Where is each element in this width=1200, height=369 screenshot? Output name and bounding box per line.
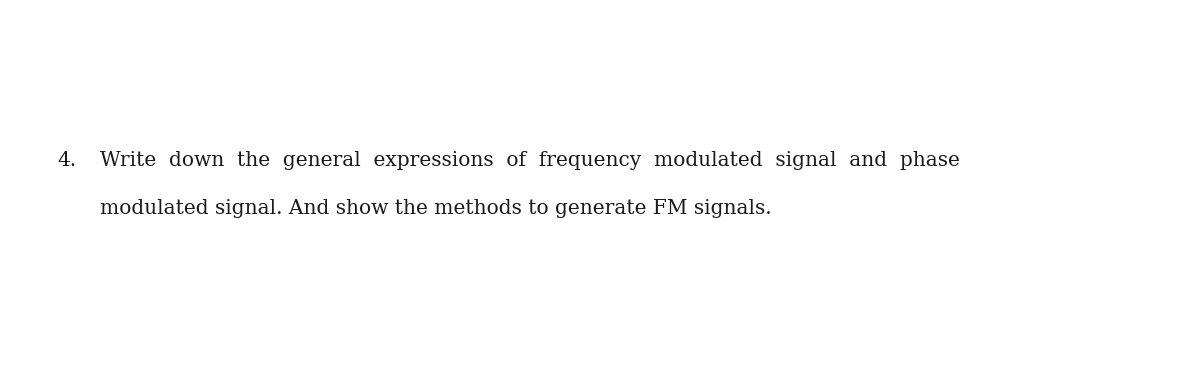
Text: modulated signal. And show the methods to generate FM signals.: modulated signal. And show the methods t… bbox=[100, 199, 772, 218]
Text: 4.: 4. bbox=[58, 151, 77, 170]
Text: Write  down  the  general  expressions  of  frequency  modulated  signal  and  p: Write down the general expressions of fr… bbox=[100, 151, 960, 170]
